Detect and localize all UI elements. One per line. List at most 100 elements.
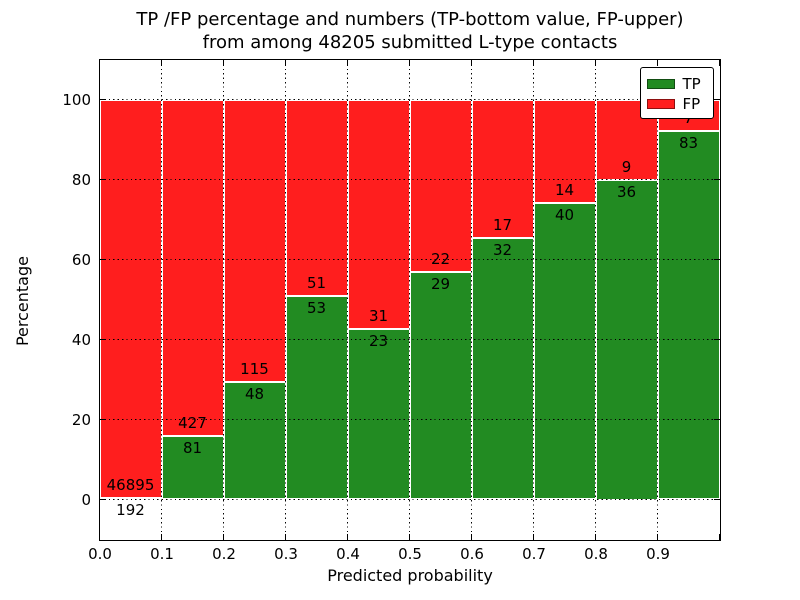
bar-segment-tp xyxy=(657,130,720,500)
gridline-vertical xyxy=(346,59,349,540)
fp-count-label: 17 xyxy=(492,216,513,235)
gridline-vertical xyxy=(284,59,287,540)
tick-mark xyxy=(160,59,163,66)
fp-color-swatch xyxy=(646,98,675,109)
tp-count-label: 192 xyxy=(116,500,145,519)
x-tick-label: 0.2 xyxy=(212,545,236,563)
bar-segment-fp xyxy=(347,99,410,330)
bar-segment-tp xyxy=(409,272,472,500)
tp-count-label: 40 xyxy=(554,206,575,225)
bar-segment-tp xyxy=(347,329,410,500)
x-tick-label: 0.0 xyxy=(88,545,112,563)
tick-mark xyxy=(656,533,659,540)
tp-count-label: 81 xyxy=(182,438,203,457)
gridline-vertical xyxy=(532,59,535,540)
tick-mark xyxy=(656,59,659,66)
tick-mark xyxy=(98,59,101,66)
tick-mark xyxy=(532,59,535,66)
gridline-vertical xyxy=(656,59,659,540)
fp-count-label: 51 xyxy=(306,273,327,292)
tick-mark xyxy=(713,498,720,501)
fp-count-label: 46895 xyxy=(106,475,155,494)
x-tick-label: 0.4 xyxy=(336,545,360,563)
tick-mark xyxy=(718,533,721,540)
fp-count-label: 427 xyxy=(178,413,207,432)
gridline-vertical xyxy=(470,59,473,540)
gridline-vertical xyxy=(222,59,225,540)
tick-mark xyxy=(718,59,721,66)
x-tick-label: 0.6 xyxy=(460,545,484,563)
chart-title-line1: TP /FP percentage and numbers (TP-bottom… xyxy=(136,9,684,30)
fp-count-label: 14 xyxy=(554,181,575,200)
tick-mark xyxy=(532,533,535,540)
tick-mark xyxy=(346,533,349,540)
tick-mark xyxy=(160,533,163,540)
tick-mark xyxy=(408,59,411,66)
tick-mark xyxy=(713,418,720,421)
tick-mark xyxy=(346,59,349,66)
y-tick-label: 40 xyxy=(71,331,91,349)
y-tick-label: 60 xyxy=(71,251,91,269)
tick-mark xyxy=(99,338,106,341)
fp-count-label: 115 xyxy=(240,359,269,378)
tick-mark xyxy=(713,258,720,261)
tick-mark xyxy=(408,533,411,540)
bar-segment-fp xyxy=(285,99,348,296)
x-tick-label: 0.8 xyxy=(584,545,608,563)
bar-segment-fp xyxy=(161,99,224,436)
y-tick-label: 0 xyxy=(81,491,91,509)
x-tick-label: 0.1 xyxy=(150,545,174,563)
tick-mark xyxy=(470,59,473,66)
chart-title: TP /FP percentage and numbers (TP-bottom… xyxy=(100,8,720,54)
gridline-vertical xyxy=(160,59,163,540)
tick-mark xyxy=(594,59,597,66)
tp-count-label: 32 xyxy=(492,241,513,260)
fp-count-label: 31 xyxy=(368,307,389,326)
y-tick-label: 100 xyxy=(62,91,91,109)
tick-mark xyxy=(222,533,225,540)
legend-label-tp: TP xyxy=(682,74,701,93)
y-tick-label: 80 xyxy=(71,171,91,189)
tick-mark xyxy=(99,258,106,261)
bar-segment-tp xyxy=(285,295,348,500)
fp-count-label: 9 xyxy=(621,157,632,176)
gridline-vertical xyxy=(594,59,597,540)
tick-mark xyxy=(99,178,106,181)
tick-mark xyxy=(99,498,106,501)
legend-entry-tp: TP xyxy=(646,74,713,94)
fp-count-label: 22 xyxy=(430,250,451,269)
tp-color-swatch xyxy=(646,78,675,89)
tick-mark xyxy=(99,98,106,101)
plot-area: TP FP 46895 192 427 81 115 48 51 53 31 23 22 29 17 32… xyxy=(98,58,721,541)
tp-count-label: 48 xyxy=(244,384,265,403)
tick-mark xyxy=(98,533,101,540)
y-axis-label: Percentage xyxy=(13,256,32,347)
tick-mark xyxy=(470,533,473,540)
x-tick-label: 0.5 xyxy=(398,545,422,563)
legend: TP FP xyxy=(639,66,714,119)
x-tick-label: 0.7 xyxy=(522,545,546,563)
gridline-vertical xyxy=(408,59,411,540)
tp-count-label: 29 xyxy=(430,275,451,294)
tp-count-label: 53 xyxy=(306,298,327,317)
x-tick-label: 0.9 xyxy=(646,545,670,563)
legend-entry-fp: FP xyxy=(646,94,713,114)
tick-mark xyxy=(713,338,720,341)
tick-mark xyxy=(713,98,720,101)
tick-mark xyxy=(99,418,106,421)
tick-mark xyxy=(284,59,287,66)
tp-count-label: 36 xyxy=(616,182,637,201)
bar-segment-fp xyxy=(99,99,162,498)
bar-segment-tp xyxy=(471,238,534,500)
y-tick-label: 20 xyxy=(71,411,91,429)
bar-segment-tp xyxy=(533,203,596,500)
chart-title-line2: from among 48205 submitted L-type contac… xyxy=(202,32,618,53)
tp-count-label: 23 xyxy=(368,332,389,351)
tick-mark xyxy=(284,533,287,540)
x-axis-label: Predicted probability xyxy=(327,566,493,585)
legend-label-fp: FP xyxy=(682,94,701,113)
x-tick-label: 0.3 xyxy=(274,545,298,563)
bar-segment-fp xyxy=(409,99,472,273)
tick-mark xyxy=(713,178,720,181)
